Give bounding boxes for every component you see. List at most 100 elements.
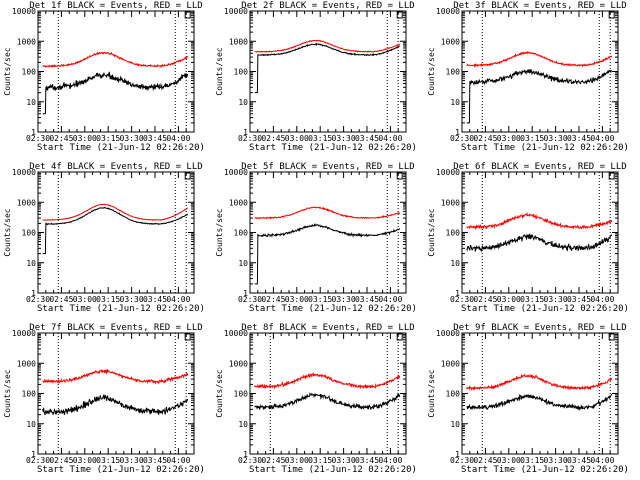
x-tick-label: 02:30 xyxy=(238,295,262,304)
chart-title: Det 8f BLACK = Events, RED = LLD xyxy=(241,323,414,333)
y-tick-label: 1000 xyxy=(229,198,248,207)
x-tick-label: 03:30 xyxy=(120,456,144,465)
x-tick-label: 04:00 xyxy=(166,134,190,143)
marker-box xyxy=(184,333,191,341)
x-tick-label: 03:15 xyxy=(96,134,120,143)
chart-title: Det 3f BLACK = Events, RED = LLD xyxy=(453,1,626,11)
series-line-events xyxy=(42,206,189,255)
x-tick-label: 03:15 xyxy=(308,456,332,465)
y-tick-label: 1 xyxy=(243,450,248,459)
series-line-events xyxy=(466,393,613,411)
x-tick-label: 03:30 xyxy=(544,295,568,304)
y-tick-label: 100 xyxy=(446,390,461,399)
x-tick-label: 03:00 xyxy=(285,134,309,143)
x-tick-label: 04:00 xyxy=(378,456,402,465)
series-line-events xyxy=(254,223,401,285)
x-tick-label: 03:15 xyxy=(308,134,332,143)
y-tick-label: 1000 xyxy=(17,37,36,46)
chart-panel-4: Det 4f BLACK = Events, RED = LLD 1 10 100 10… xyxy=(3,162,205,314)
x-tick-label: 03:15 xyxy=(96,456,120,465)
series-line-events xyxy=(42,71,189,115)
x-tick-label: 03:45 xyxy=(355,295,379,304)
y-tick-label: 10 xyxy=(26,98,36,107)
x-axis-label: Start Time (21-Jun-12 02:26:20) xyxy=(37,304,205,314)
y-tick-label: 10000 xyxy=(12,168,36,177)
x-axis-label: Start Time (21-Jun-12 02:26:20) xyxy=(461,143,629,153)
y-tick-label: 1 xyxy=(243,289,248,298)
x-tick-label: 03:45 xyxy=(143,134,167,143)
series-line-lld xyxy=(254,39,401,53)
marker-box xyxy=(608,172,615,180)
x-tick-label: 02:30 xyxy=(26,295,50,304)
y-tick-label: 10 xyxy=(450,420,460,429)
y-axis-label: Counts/sec xyxy=(427,208,436,256)
x-tick-label: 03:00 xyxy=(285,295,309,304)
x-axis-label: Start Time (21-Jun-12 02:26:20) xyxy=(249,304,417,314)
chart-panel-6: Det 6f BLACK = Events, RED = LLD 1 10 100 10… xyxy=(427,162,629,314)
x-tick-label: 02:30 xyxy=(26,456,50,465)
y-tick-label: 10000 xyxy=(224,168,248,177)
y-tick-label: 100 xyxy=(446,68,461,77)
x-tick-label: 03:30 xyxy=(332,134,356,143)
x-tick-label: 02:45 xyxy=(261,134,285,143)
chart-title: Det 6f BLACK = Events, RED = LLD xyxy=(453,162,626,172)
x-tick-label: 03:45 xyxy=(567,134,591,143)
x-tick-label: 02:45 xyxy=(49,456,73,465)
x-tick-label: 02:30 xyxy=(26,134,50,143)
plot-frame xyxy=(461,10,619,133)
y-tick-label: 1000 xyxy=(441,198,460,207)
marker-box xyxy=(608,333,615,341)
x-axis-label: Start Time (21-Jun-12 02:26:20) xyxy=(37,143,205,153)
plot-frame xyxy=(37,332,195,455)
x-tick-label: 03:00 xyxy=(497,295,521,304)
y-tick-label: 100 xyxy=(234,68,249,77)
chart-panel-1: Det 1f BLACK = Events, RED = LLD 1 10 100 10… xyxy=(3,1,205,153)
chart-panel-7: Det 7f BLACK = Events, RED = LLD 1 10 100 10… xyxy=(3,323,205,475)
series-line-lld xyxy=(254,371,401,390)
series-line-events xyxy=(466,233,613,253)
y-axis-label: Counts/sec xyxy=(215,208,224,256)
y-tick-label: 1 xyxy=(31,128,36,137)
x-tick-label: 03:15 xyxy=(520,134,544,143)
y-tick-label: 1000 xyxy=(441,359,460,368)
x-tick-label: 02:45 xyxy=(261,456,285,465)
chart-panel-8: Det 8f BLACK = Events, RED = LLD 1 10 100 10… xyxy=(215,323,417,475)
chart-panel-2: Det 2f BLACK = Events, RED = LLD 1 10 100 10… xyxy=(215,1,417,153)
y-tick-label: 10 xyxy=(238,420,248,429)
x-tick-label: 04:00 xyxy=(590,295,614,304)
x-tick-label: 04:00 xyxy=(378,295,402,304)
y-tick-label: 1 xyxy=(31,289,36,298)
x-tick-label: 03:30 xyxy=(544,456,568,465)
y-tick-label: 100 xyxy=(22,68,37,77)
x-tick-label: 03:00 xyxy=(73,456,97,465)
x-tick-label: 04:00 xyxy=(590,456,614,465)
y-tick-label: 10 xyxy=(450,259,460,268)
y-axis-label: Counts/sec xyxy=(3,47,12,95)
x-tick-label: 03:45 xyxy=(355,456,379,465)
series-line-lld xyxy=(42,203,189,221)
series-line-lld xyxy=(42,51,188,69)
y-tick-label: 10000 xyxy=(224,7,248,16)
x-tick-label: 02:30 xyxy=(450,295,474,304)
y-tick-label: 10 xyxy=(26,259,36,268)
x-axis-label: Start Time (21-Jun-12 02:26:20) xyxy=(249,465,417,475)
y-tick-label: 10000 xyxy=(436,168,460,177)
marker-box xyxy=(184,172,191,180)
x-tick-label: 02:30 xyxy=(238,456,262,465)
series-line-lld xyxy=(254,206,401,220)
y-axis-label: Counts/sec xyxy=(427,47,436,95)
plot-frame xyxy=(249,332,407,455)
y-tick-label: 10000 xyxy=(436,329,460,338)
x-axis-label: Start Time (21-Jun-12 02:26:20) xyxy=(461,304,629,314)
x-tick-label: 03:30 xyxy=(120,295,144,304)
x-tick-label: 04:00 xyxy=(378,134,402,143)
x-tick-label: 03:15 xyxy=(308,295,332,304)
x-tick-label: 02:45 xyxy=(261,295,285,304)
x-tick-label: 03:45 xyxy=(355,134,379,143)
series-line-lld xyxy=(466,373,613,391)
x-tick-label: 02:45 xyxy=(473,134,497,143)
x-tick-label: 04:00 xyxy=(166,295,190,304)
y-tick-label: 100 xyxy=(234,390,249,399)
y-tick-label: 1 xyxy=(455,289,460,298)
